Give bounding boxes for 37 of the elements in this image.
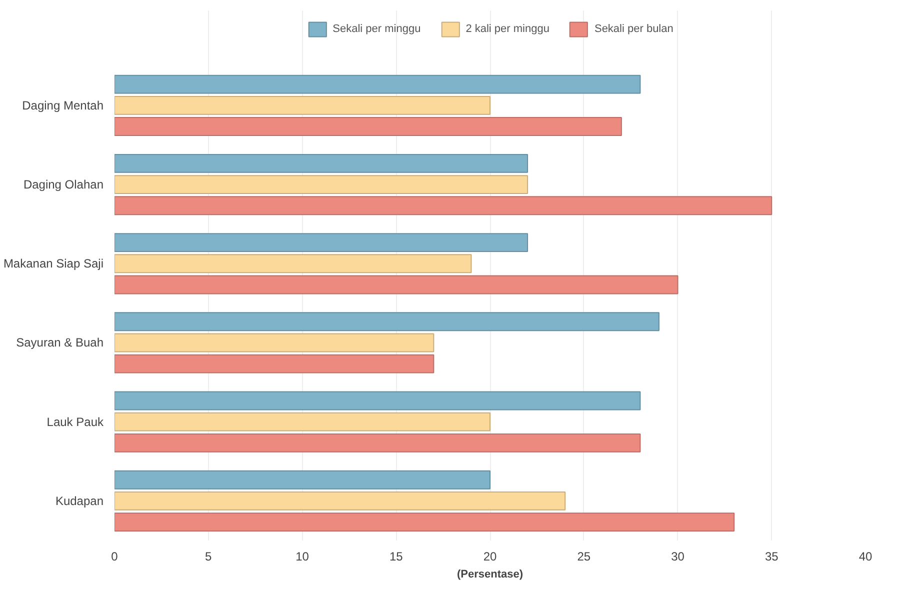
y-tick-label: Kudapan xyxy=(55,494,104,508)
bar xyxy=(114,312,660,332)
legend-label: 2 kali per minggu xyxy=(466,23,550,35)
x-tick-label: 15 xyxy=(389,550,404,564)
x-tick-label: 40 xyxy=(858,550,872,564)
y-tick-label: Lauk Pauk xyxy=(46,414,104,429)
y-tick-label: Daging Mentah xyxy=(22,98,104,112)
x-tick-label: 35 xyxy=(764,550,779,564)
y-tick-label: Daging Olahan xyxy=(23,178,104,192)
legend-label: Sekali per bulan xyxy=(594,23,674,35)
x-tick-label: 25 xyxy=(577,550,591,564)
bar xyxy=(114,175,528,194)
x-axis-title: (Persentase) xyxy=(456,568,524,580)
x-tick-label: 5 xyxy=(205,550,212,564)
bar xyxy=(114,196,772,216)
bar xyxy=(114,233,528,252)
bar xyxy=(114,74,641,94)
y-tick-label: Makanan Siap Saji xyxy=(3,256,104,271)
bar xyxy=(114,333,434,352)
bar xyxy=(114,470,490,490)
bar xyxy=(114,433,641,452)
bar xyxy=(114,491,566,510)
x-tick-label: 10 xyxy=(296,550,310,564)
bar xyxy=(114,96,490,115)
bar xyxy=(114,154,528,173)
bar xyxy=(114,512,735,532)
bar xyxy=(114,275,678,294)
bar xyxy=(114,391,641,410)
x-tick-label: 30 xyxy=(671,550,685,564)
x-tick-label: 20 xyxy=(483,550,497,564)
y-tick-label: Sayuran & Buah xyxy=(16,336,104,350)
bar xyxy=(114,117,622,136)
legend-label: Sekali per minggu xyxy=(332,23,421,35)
bar xyxy=(114,254,472,274)
bar xyxy=(114,412,490,432)
bar xyxy=(114,354,434,374)
x-tick-label: 0 xyxy=(111,550,118,564)
